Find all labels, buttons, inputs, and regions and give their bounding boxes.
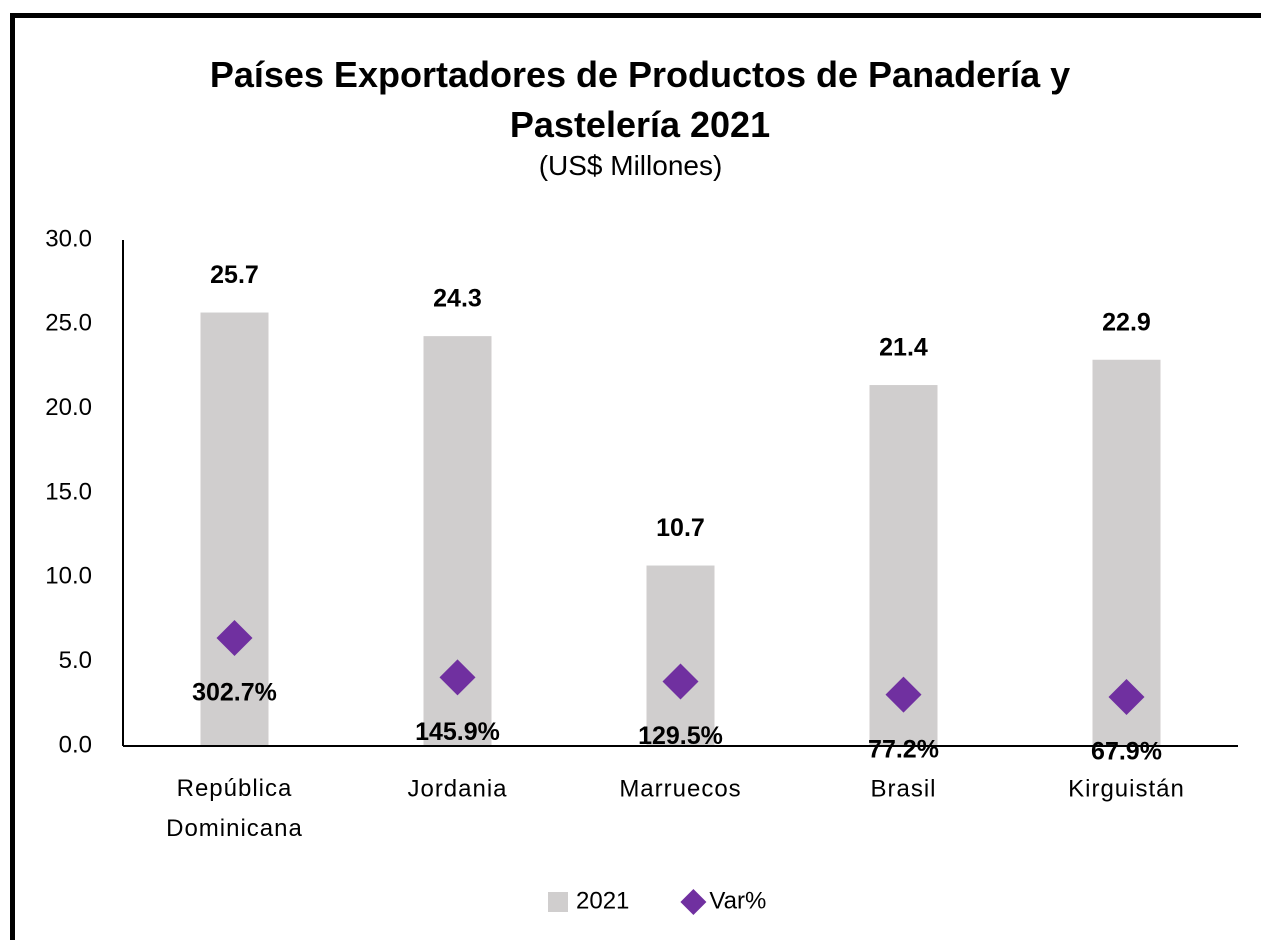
- chart-title: Países Exportadores de Productos de Pana…: [209, 54, 1071, 145]
- y-tick-label: 10.0: [45, 563, 92, 590]
- bar-value-label: 21.4: [879, 334, 928, 362]
- diamond-marker: [439, 659, 476, 696]
- diamond-marker: [662, 663, 699, 700]
- bar: [646, 565, 715, 746]
- bar: [200, 312, 269, 746]
- x-tick-label: República Dominicana: [166, 775, 303, 842]
- diamond-marker: [885, 676, 922, 713]
- legend-swatch: [680, 889, 707, 915]
- x-tick-label: Marruecos: [619, 775, 741, 802]
- x-tick-label: Kirguistán: [1068, 775, 1185, 802]
- y-tick-label: 20.0: [45, 394, 92, 421]
- y-tick-label: 30.0: [45, 225, 92, 252]
- y-tick-label: 25.0: [45, 310, 92, 337]
- y-tick-label: 5.0: [59, 647, 92, 674]
- x-tick-label: Jordania: [407, 775, 507, 802]
- chart-subtitle: (US$ Millones): [538, 150, 723, 181]
- bar-value-label: 24.3: [433, 285, 482, 313]
- bar-value-label: 22.9: [1102, 308, 1151, 336]
- marker-value-label: 145.9%: [415, 718, 500, 746]
- marker-value-label: 67.9%: [1091, 738, 1162, 766]
- x-tick-label: Brasil: [870, 775, 936, 802]
- marker-value-label: 302.7%: [192, 679, 277, 707]
- bar-value-label: 25.7: [210, 261, 259, 289]
- legend-swatch: [548, 892, 568, 912]
- legend-label: 2021: [576, 887, 629, 914]
- y-tick-label: 0.0: [59, 731, 92, 758]
- diamond-marker: [1108, 679, 1145, 716]
- legend-label: Var%: [709, 887, 766, 914]
- diamond-marker: [216, 619, 253, 656]
- marker-value-label: 77.2%: [868, 735, 939, 763]
- chart-frame: [10, 13, 1261, 940]
- y-tick-label: 15.0: [45, 478, 92, 505]
- bar-value-label: 10.7: [656, 514, 705, 542]
